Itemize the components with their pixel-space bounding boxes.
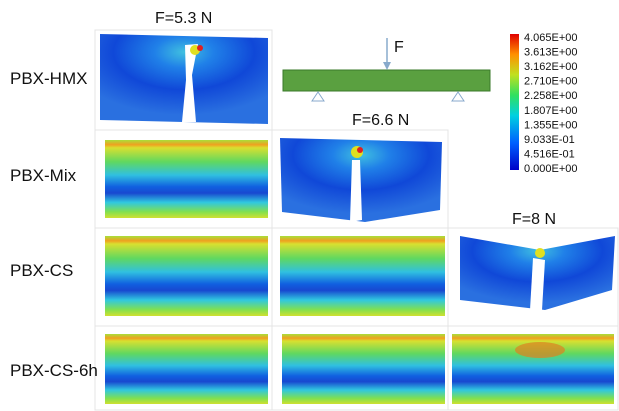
colorbar-label: 9.033E-01 (524, 134, 575, 146)
row-label: PBX-Mix (10, 166, 77, 185)
colorbar-labels: 4.065E+00 3.613E+00 3.162E+00 2.710E+00 2.25… (524, 32, 578, 175)
fracture-contour (100, 34, 268, 124)
stress-contour (105, 334, 268, 404)
colorbar-label: 4.516E-01 (524, 148, 575, 160)
force-label: F=8 N (512, 211, 556, 228)
row-label: PBX-CS (10, 261, 73, 280)
force-label: F=5.3 N (155, 10, 212, 27)
colorbar-label: 0.000E+00 (524, 163, 578, 175)
fracture-contour (280, 138, 442, 222)
stress-contour (105, 140, 268, 218)
force-label: F=6.6 N (352, 112, 409, 129)
figure: PBX-HMX PBX-Mix PBX-CS PBX-CS-6h F=5.3 N… (0, 0, 619, 411)
colorbar-label: 3.162E+00 (524, 61, 578, 73)
colorbar-label: 4.065E+00 (524, 32, 578, 44)
stress-contour (105, 236, 268, 316)
stress-contour (280, 236, 445, 316)
colorbar-label: 2.258E+00 (524, 90, 578, 102)
colorbar-label: 2.710E+00 (524, 76, 578, 88)
row-label: PBX-CS-6h (10, 361, 98, 380)
colorbar (510, 34, 519, 170)
load-label: F (394, 39, 404, 56)
fracture-contour (460, 236, 615, 310)
row-label: PBX-HMX (10, 69, 87, 88)
colorbar-label: 1.807E+00 (524, 105, 578, 117)
stress-contour (282, 334, 445, 404)
colorbar-label: 1.355E+00 (524, 119, 578, 131)
colorbar-label: 3.613E+00 (524, 47, 578, 59)
beam-diagram: F (283, 38, 490, 101)
hot-spot (515, 342, 565, 358)
